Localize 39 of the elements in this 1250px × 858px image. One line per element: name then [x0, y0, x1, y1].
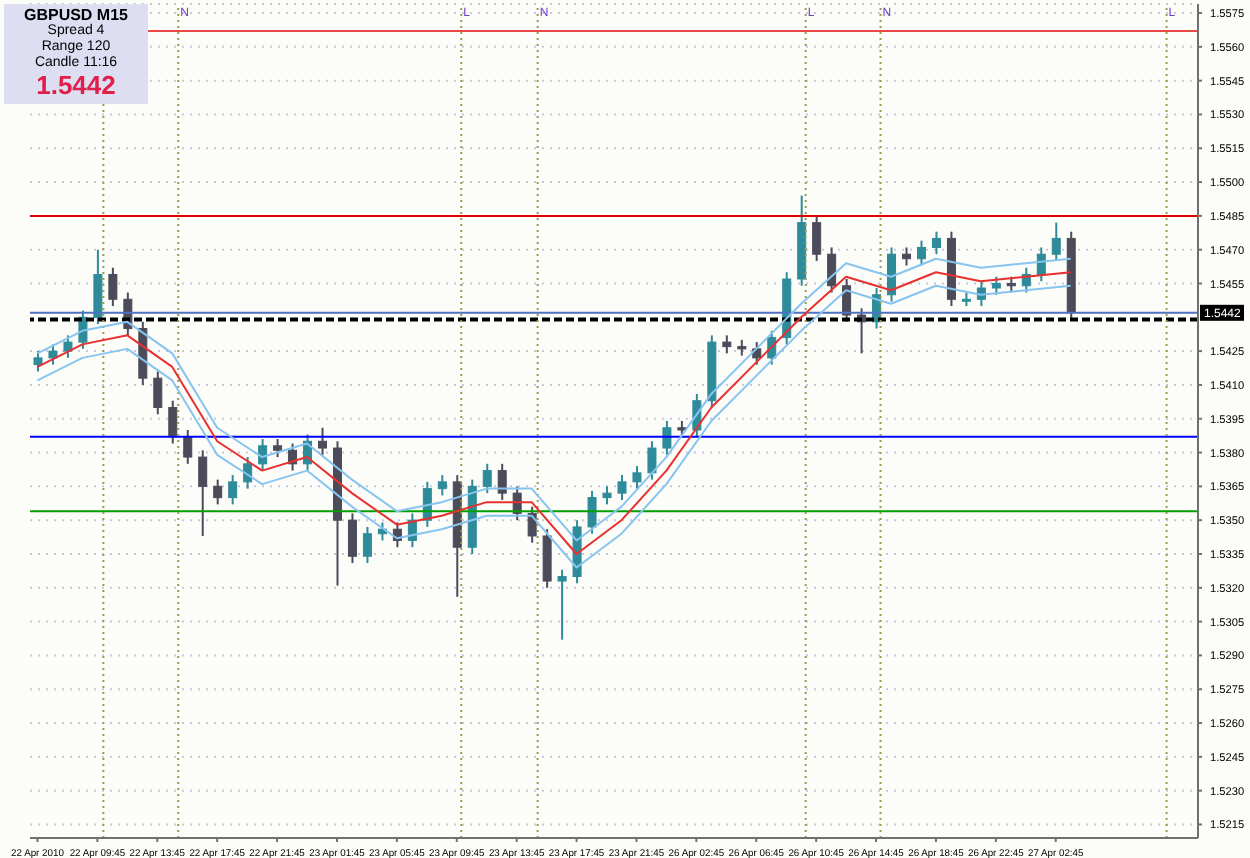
candlestick	[228, 474, 238, 506]
candlestick	[318, 426, 328, 456]
candlestick	[108, 266, 118, 308]
annotation: GBPUSD M15	[21, 6, 130, 24]
candlestick	[827, 246, 837, 294]
candlestick	[93, 248, 103, 326]
candlestick	[557, 568, 567, 641]
candlestick	[497, 462, 507, 501]
candlestick	[1051, 221, 1061, 262]
candlestick	[722, 334, 732, 355]
candlestick	[273, 438, 283, 459]
candlestick	[632, 465, 642, 490]
candlestick	[662, 420, 672, 456]
candlestick	[991, 275, 1001, 296]
candlestick	[183, 429, 193, 465]
candlestick	[542, 528, 552, 589]
candlestick	[931, 230, 941, 256]
candlestick	[602, 485, 612, 506]
candlestick	[647, 440, 657, 481]
annotation: 1.5442	[34, 70, 118, 100]
candlestick	[362, 525, 372, 565]
candlestick	[617, 474, 627, 501]
candlestick	[347, 512, 357, 565]
candlestick	[198, 449, 208, 537]
candlestick	[33, 350, 43, 373]
candlestick	[902, 246, 912, 267]
candlestick	[213, 478, 223, 506]
candlestick	[752, 341, 762, 366]
candlestick	[437, 474, 447, 497]
candlestick	[168, 399, 178, 445]
candlestick	[482, 462, 492, 495]
candlestick	[812, 214, 822, 262]
candlestick	[916, 239, 926, 267]
candlestick	[153, 370, 163, 416]
candlestick	[48, 343, 58, 366]
candlestick	[243, 456, 253, 490]
candlestick	[587, 489, 597, 535]
candlestick	[63, 334, 73, 359]
candlestick	[527, 505, 537, 544]
